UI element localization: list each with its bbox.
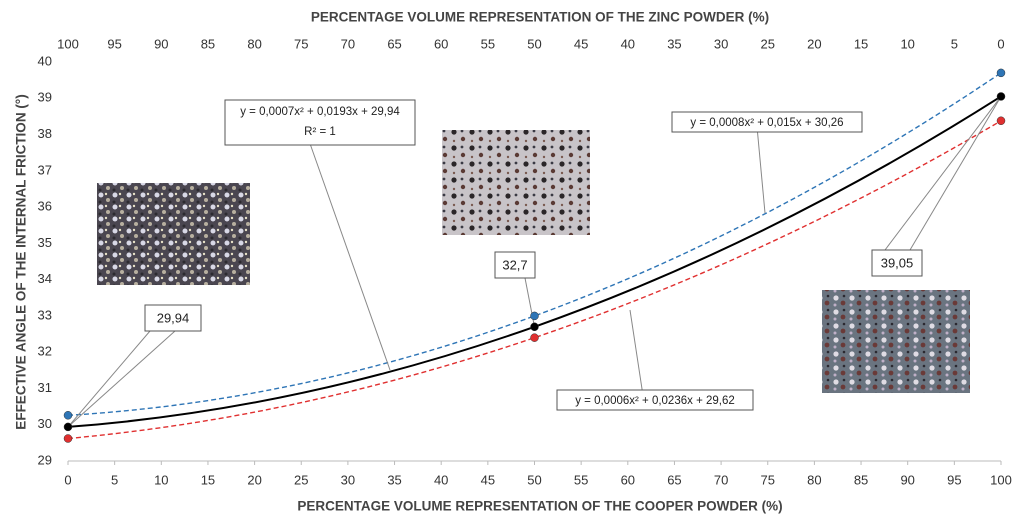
x-tick-label: 65: [667, 472, 681, 487]
x-tick-label: 35: [387, 472, 401, 487]
value-label: 39,05: [881, 255, 914, 270]
x-tick-label: 10: [154, 472, 168, 487]
x2-tick-label: 35: [667, 36, 681, 51]
trend-line: [67, 72, 1002, 416]
data-point: [530, 333, 539, 342]
data-point: [63, 434, 73, 443]
x-tick-label: 40: [434, 472, 448, 487]
x-axis-title: PERCENTAGE VOLUME REPRESENTATION OF THE …: [297, 499, 782, 514]
x-tick-label: 5: [111, 472, 118, 487]
leader-line: [909, 96, 1002, 251]
y-axis-title: EFFECTIVE ANGLE OF THE INTERNAL FRICTION…: [14, 94, 29, 429]
x-tick-label: 25: [294, 472, 308, 487]
leader-line: [310, 144, 391, 371]
x2-tick-label: 60: [434, 36, 448, 51]
x2-tick-label: 10: [900, 36, 914, 51]
x2-tick-label: 50: [527, 36, 541, 51]
value-label-box: [871, 249, 923, 277]
micro-photo: [442, 130, 590, 235]
x2-tick-label: 95: [107, 36, 121, 51]
x-tick-label: 30: [341, 472, 355, 487]
micro-photo: [97, 183, 250, 285]
r-squared: R² = 1: [304, 126, 336, 138]
y-tick-label: 31: [38, 380, 52, 395]
equation: y = 0,0006x² + 0,0236x + 29,62: [575, 395, 735, 407]
x-tick-label: 20: [247, 472, 261, 487]
equation-box: [224, 99, 416, 146]
x-tick-label: 85: [854, 472, 868, 487]
x2-tick-label: 100: [57, 36, 79, 51]
x2-tick-label: 0: [997, 36, 1004, 51]
y-tick-label: 32: [38, 344, 52, 359]
value-label-box: [494, 251, 536, 279]
x-tick-label: 75: [761, 472, 775, 487]
leader-line: [884, 96, 1002, 251]
x2-tick-label: 25: [761, 36, 775, 51]
x-tick-label: 95: [947, 472, 961, 487]
equation-box: [671, 111, 863, 133]
x2-tick-label: 90: [154, 36, 168, 51]
value-label: 29,94: [157, 310, 190, 325]
x-tick-label: 45: [481, 472, 495, 487]
x2-tick-label: 65: [387, 36, 401, 51]
x2-tick-label: 5: [951, 36, 958, 51]
trend-line: [67, 120, 1002, 440]
y-tick-label: 37: [38, 162, 52, 177]
data-point: [996, 92, 1006, 101]
value-label: 32,7: [502, 257, 527, 272]
y-tick-label: 34: [38, 271, 52, 286]
x2-tick-label: 70: [341, 36, 355, 51]
x2-tick-label: 20: [807, 36, 821, 51]
x2-tick-label: 30: [714, 36, 728, 51]
data-point: [530, 311, 539, 321]
y-tick-label: 40: [38, 53, 52, 68]
data-point: [996, 116, 1006, 126]
micro-photo: [822, 290, 970, 393]
x-tick-label: 80: [807, 472, 821, 487]
x2-tick-label: 55: [481, 36, 495, 51]
x-tick-label: 100: [990, 472, 1012, 487]
equation: y = 0,0007x² + 0,0193x + 29,94: [240, 106, 400, 118]
leader-line: [67, 330, 176, 428]
leader-line: [67, 330, 151, 428]
value-label-box: [144, 304, 202, 332]
x2-tick-label: 80: [247, 36, 261, 51]
x-tick-label: 90: [900, 472, 914, 487]
data-point: [63, 422, 73, 432]
x-tick-label: 60: [621, 472, 635, 487]
leader-line: [757, 131, 766, 214]
x2-tick-label: 15: [854, 36, 868, 51]
x2-tick-label: 40: [621, 36, 635, 51]
data-point: [63, 411, 73, 420]
x-tick-label: 50: [527, 472, 541, 487]
y-tick-label: 35: [38, 235, 52, 250]
x2-tick-label: 75: [294, 36, 308, 51]
equation-box: [556, 389, 754, 411]
equation: y = 0,0008x² + 0,015x + 30,26: [690, 117, 843, 129]
data-point: [996, 68, 1006, 78]
y-tick-label: 33: [38, 307, 52, 322]
y-tick-label: 30: [38, 416, 52, 431]
x-tick-label: 70: [714, 472, 728, 487]
y-tick-label: 29: [38, 452, 52, 467]
x2-axis-title: PERCENTAGE VOLUME REPRESENTATION OF THE …: [311, 10, 769, 25]
y-tick-label: 36: [38, 199, 52, 214]
x-tick-label: 0: [64, 472, 71, 487]
data-point: [530, 322, 539, 332]
x-tick-label: 55: [574, 472, 588, 487]
x2-tick-label: 45: [574, 36, 588, 51]
y-tick-label: 39: [38, 90, 52, 105]
y-tick-label: 38: [38, 126, 52, 141]
x-tick-label: 15: [201, 472, 215, 487]
x2-tick-label: 85: [201, 36, 215, 51]
